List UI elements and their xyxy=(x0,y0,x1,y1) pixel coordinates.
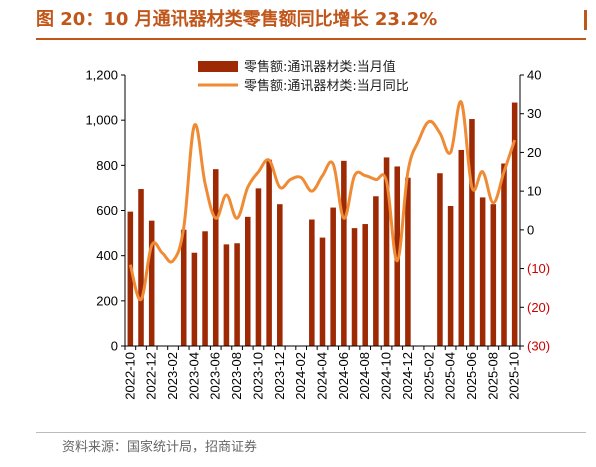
bar-2024-04 xyxy=(319,237,326,346)
bar-2023-12 xyxy=(277,204,283,346)
legend-line-label: 零售额:通讯器材类:当月同比 xyxy=(244,78,409,94)
bar-2023-03 xyxy=(180,229,187,346)
x-tick-label: 2024-04 xyxy=(315,352,330,400)
bar-2023-04 xyxy=(191,252,198,346)
x-tick-label: 2025-10 xyxy=(507,352,522,400)
x-tick-label: 2025-06 xyxy=(464,352,479,400)
x-tick-label: 2025-08 xyxy=(485,352,500,400)
left-tick-label: 1,200 xyxy=(85,68,118,83)
x-tick-label: 2024-02 xyxy=(293,352,308,400)
bar-2023-09 xyxy=(244,216,251,346)
left-tick-label: 400 xyxy=(96,248,118,263)
bar-2024-10 xyxy=(383,157,390,346)
right-tick-label: (10) xyxy=(527,261,550,276)
bar-2022-12 xyxy=(148,220,155,346)
title-rule xyxy=(36,38,586,40)
bar-2025-04 xyxy=(447,205,454,346)
bar-2025-09 xyxy=(501,163,507,346)
bar-2025-08 xyxy=(490,204,497,346)
left-tick-label: 1,000 xyxy=(85,113,118,128)
left-tick-label: 200 xyxy=(96,293,118,308)
right-tick-label: (30) xyxy=(527,339,550,354)
x-tick-label: 2025-02 xyxy=(421,352,436,400)
source-note: 资料来源：国家统计局，招商证券 xyxy=(62,440,258,455)
legend-bar-swatch xyxy=(198,61,238,72)
bar-2023-11 xyxy=(266,159,272,346)
right-tick-label: 30 xyxy=(527,106,541,121)
bar-2024-06 xyxy=(341,160,347,346)
bar-2024-05 xyxy=(330,207,336,346)
left-tick-label: 600 xyxy=(96,203,118,218)
x-tick-label: 2024-08 xyxy=(357,352,372,400)
x-tick-label: 2023-06 xyxy=(208,352,223,400)
left-tick-label: 0 xyxy=(111,339,118,354)
right-tick-label: (20) xyxy=(527,300,550,315)
x-tick-label: 2024-06 xyxy=(336,352,351,400)
bar-2024-08 xyxy=(362,224,368,346)
bar-2024-09 xyxy=(373,196,379,346)
right-tick-label: 10 xyxy=(527,184,541,199)
x-tick-label: 2022-10 xyxy=(122,352,137,400)
bar-2022-11 xyxy=(138,189,144,346)
bar-2025-03 xyxy=(437,173,443,346)
bar-2023-10 xyxy=(255,188,262,346)
bar-2025-07 xyxy=(479,197,486,346)
x-tick-label: 2023-08 xyxy=(229,352,244,400)
x-tick-label: 2022-12 xyxy=(144,352,159,400)
x-tick-label: 2023-04 xyxy=(186,352,201,400)
bar-2023-05 xyxy=(202,231,208,346)
x-tick-label: 2024-10 xyxy=(379,352,394,400)
x-tick-label: 2023-12 xyxy=(272,352,287,400)
x-tick-label: 2024-12 xyxy=(400,352,415,400)
x-tick-label: 2023-10 xyxy=(250,352,265,400)
bar-2024-11 xyxy=(394,166,400,346)
bar-2024-12 xyxy=(405,177,411,346)
bar-2023-07 xyxy=(223,244,230,347)
bar-2025-10 xyxy=(511,102,518,346)
bar-2024-07 xyxy=(351,228,358,346)
right-tick-label: 0 xyxy=(527,222,534,237)
legend-bar-label: 零售额:通讯器材类:当月值 xyxy=(244,59,396,75)
bar-2025-05 xyxy=(458,149,465,346)
x-tick-label: 2025-04 xyxy=(443,352,458,400)
x-tick-label: 2023-02 xyxy=(165,352,180,400)
right-tick-label: 20 xyxy=(527,145,541,160)
bar-2024-03 xyxy=(309,219,315,346)
corner-mark xyxy=(584,10,587,30)
bar-2022-10 xyxy=(127,211,134,346)
line-yoy xyxy=(128,100,517,302)
left-tick-label: 800 xyxy=(96,158,118,173)
chart: 0 200 400 600 800 1,000 1,200 (30) (20) (10) 0 10 20… xyxy=(85,59,550,400)
footer-rule xyxy=(36,432,586,433)
chart-title: 图 20：10 月通讯器材类零售额同比增长 23.2% xyxy=(36,9,438,30)
bar-2023-06 xyxy=(212,169,219,346)
bar-2025-06 xyxy=(469,119,475,346)
bar-2023-08 xyxy=(234,243,240,346)
right-tick-label: 40 xyxy=(527,68,541,83)
